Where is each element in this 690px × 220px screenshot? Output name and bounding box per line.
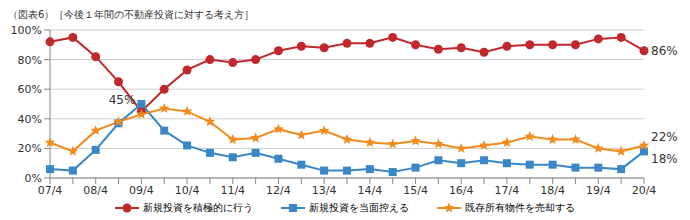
- svg-text:100%: 100%: [11, 24, 42, 37]
- svg-text:86%: 86%: [651, 44, 678, 58]
- svg-text:18%: 18%: [651, 152, 678, 166]
- html-text:（図表6）［今後１年間の不動産投資に対する考え方］: （図表6）［今後１年間の不動産投資に対する考え方］: [8, 9, 255, 20]
- svg-text:10/4: 10/4: [175, 184, 200, 197]
- svg-text:0%: 0%: [25, 172, 42, 185]
- svg-text:14/4: 14/4: [357, 184, 382, 197]
- svg-text:17/4: 17/4: [495, 184, 520, 197]
- html-text:新規投資を当面控える: 新規投資を当面控える: [309, 202, 409, 213]
- svg-text:08/4: 08/4: [83, 184, 108, 197]
- html-text:既存所有物件を売却する: 既存所有物件を売却する: [465, 202, 575, 213]
- svg-text:45%: 45%: [109, 93, 136, 107]
- svg-text:13/4: 13/4: [312, 184, 337, 197]
- svg-text:19/4: 19/4: [586, 184, 611, 197]
- svg-text:15/4: 15/4: [403, 184, 428, 197]
- svg-text:07/4: 07/4: [38, 184, 63, 197]
- svg-text:12/4: 12/4: [266, 184, 291, 197]
- svg-text:60%: 60%: [18, 83, 42, 96]
- svg-text:20%: 20%: [18, 142, 42, 155]
- svg-text:80%: 80%: [18, 54, 42, 67]
- svg-text:20/4: 20/4: [632, 184, 657, 197]
- svg-text:16/4: 16/4: [449, 184, 474, 197]
- html-text:新規投資を積極的に行う: 新規投資を積極的に行う: [143, 202, 253, 213]
- svg-text:18/4: 18/4: [540, 184, 565, 197]
- svg-text:40%: 40%: [18, 113, 42, 126]
- svg-text:22%: 22%: [651, 130, 678, 144]
- svg-text:11/4: 11/4: [220, 184, 245, 197]
- svg-text:09/4: 09/4: [129, 184, 154, 197]
